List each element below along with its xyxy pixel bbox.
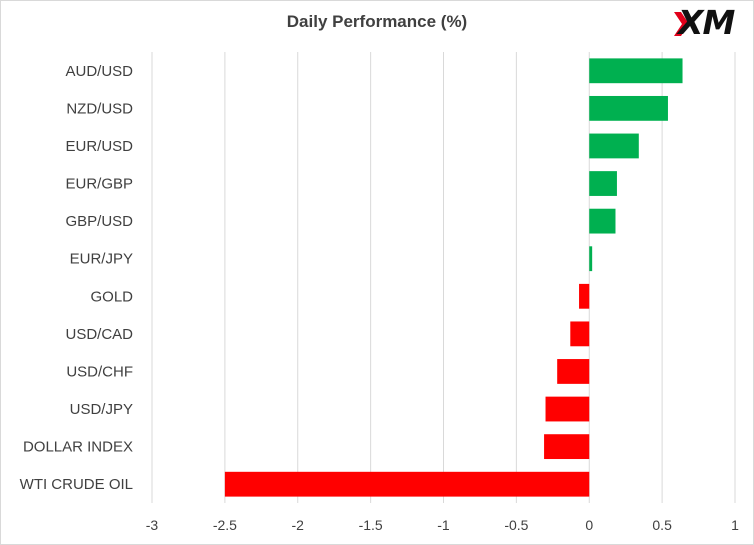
bar bbox=[589, 95, 668, 121]
xm-logo-text: XM bbox=[678, 3, 735, 42]
bar bbox=[579, 283, 590, 309]
category-label: USD/CAD bbox=[65, 326, 133, 343]
x-tick-label: -3 bbox=[146, 517, 159, 533]
x-tick-label: -0.5 bbox=[504, 517, 528, 533]
category-label: NZD/USD bbox=[66, 100, 133, 117]
category-label: EUR/GBP bbox=[65, 176, 133, 193]
x-tick-label: 0 bbox=[585, 517, 593, 533]
category-label: AUD/USD bbox=[65, 63, 133, 80]
category-label: GBP/USD bbox=[65, 213, 133, 230]
x-tick-label: -2.5 bbox=[213, 517, 237, 533]
category-label: WTI CRUDE OIL bbox=[20, 476, 133, 493]
category-label: EUR/JPY bbox=[70, 251, 133, 268]
category-label: GOLD bbox=[90, 288, 133, 305]
x-tick-label: -2 bbox=[292, 517, 305, 533]
bar bbox=[589, 171, 617, 196]
x-tick-label: 0.5 bbox=[652, 517, 672, 533]
category-label: EUR/USD bbox=[65, 138, 133, 155]
bar bbox=[224, 471, 590, 497]
category-label: USD/CHF bbox=[66, 363, 133, 380]
bar bbox=[589, 246, 593, 272]
bar bbox=[589, 208, 616, 234]
x-tick-label: 1 bbox=[731, 517, 739, 533]
bar bbox=[589, 58, 683, 84]
bar bbox=[557, 359, 590, 384]
bar bbox=[589, 133, 639, 159]
bar bbox=[570, 321, 590, 347]
x-tick-label: -1.5 bbox=[359, 517, 383, 533]
xm-logo: XM bbox=[668, 3, 750, 44]
xm-logo-mark-icon bbox=[674, 12, 689, 36]
category-label: USD/JPY bbox=[70, 401, 133, 418]
x-tick-label: -1 bbox=[437, 517, 450, 533]
chart-title: Daily Performance (%) bbox=[286, 12, 468, 31]
bar bbox=[545, 396, 590, 422]
bar bbox=[544, 434, 590, 460]
category-label: DOLLAR INDEX bbox=[23, 439, 133, 456]
